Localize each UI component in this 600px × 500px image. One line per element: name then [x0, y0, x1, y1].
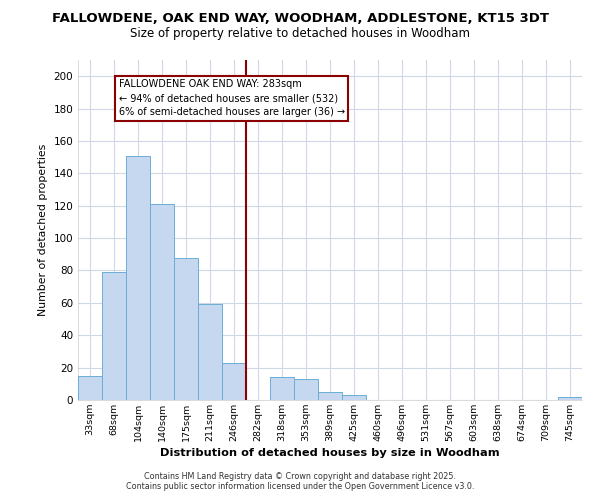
Bar: [558, 397, 582, 400]
Bar: [174, 258, 198, 400]
Bar: [318, 392, 342, 400]
Text: Size of property relative to detached houses in Woodham: Size of property relative to detached ho…: [130, 28, 470, 40]
Bar: [102, 272, 126, 400]
Text: Contains public sector information licensed under the Open Government Licence v3: Contains public sector information licen…: [126, 482, 474, 491]
Bar: [126, 156, 150, 400]
Bar: [270, 378, 294, 400]
Text: Contains HM Land Registry data © Crown copyright and database right 2025.: Contains HM Land Registry data © Crown c…: [144, 472, 456, 481]
Bar: [78, 376, 102, 400]
Text: FALLOWDENE OAK END WAY: 283sqm
← 94% of detached houses are smaller (532)
6% of : FALLOWDENE OAK END WAY: 283sqm ← 94% of …: [119, 80, 345, 118]
X-axis label: Distribution of detached houses by size in Woodham: Distribution of detached houses by size …: [160, 448, 500, 458]
Y-axis label: Number of detached properties: Number of detached properties: [38, 144, 48, 316]
Bar: [150, 204, 174, 400]
Bar: [342, 395, 366, 400]
Bar: [222, 363, 246, 400]
Bar: [294, 379, 318, 400]
Text: FALLOWDENE, OAK END WAY, WOODHAM, ADDLESTONE, KT15 3DT: FALLOWDENE, OAK END WAY, WOODHAM, ADDLES…: [52, 12, 548, 26]
Bar: [198, 304, 222, 400]
